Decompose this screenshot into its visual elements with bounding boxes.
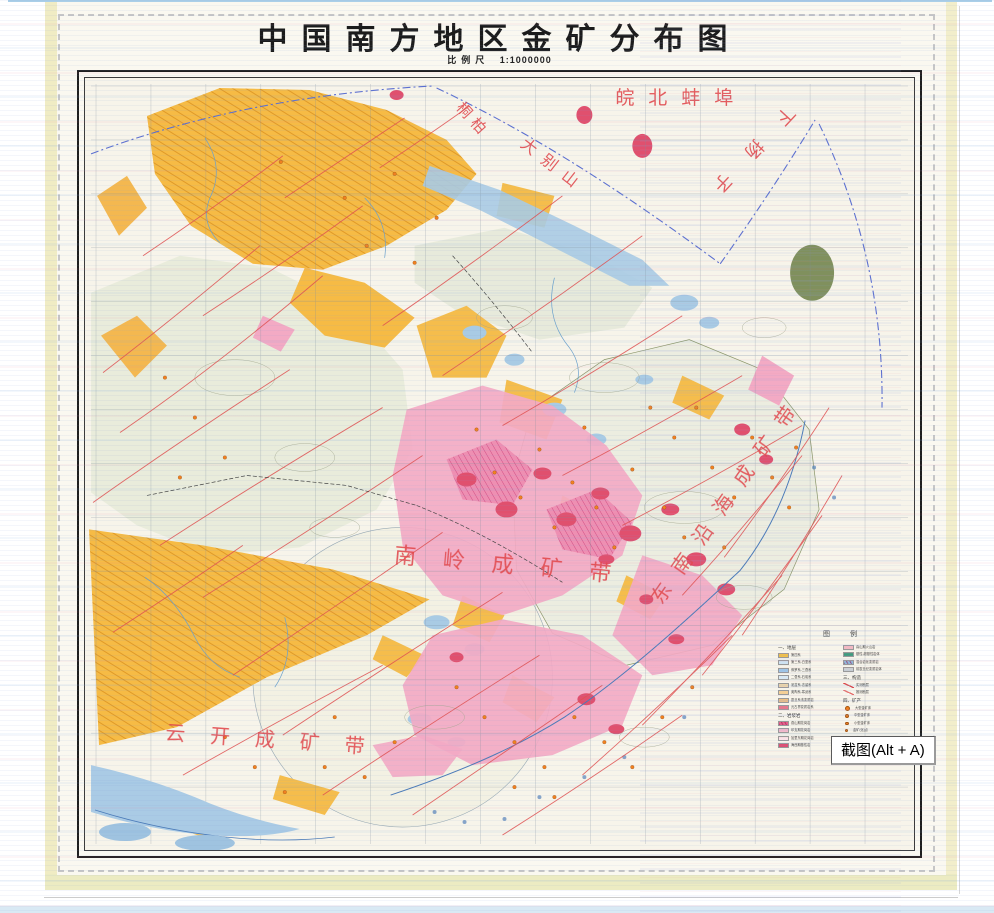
legend-item-label: 推测断层 [856, 690, 869, 695]
fault-line-symbol [843, 690, 854, 696]
gold-deposit-symbol [845, 713, 849, 718]
legend-column-right: 喜山期火山岩 基性-超基性岩体 混合岩化变质岩 前震旦纪变质岩体三、构造实测断层推测断… [843, 643, 902, 750]
legend-item: 前震旦纪变质岩体 [843, 667, 902, 674]
page-right-edge [959, 6, 960, 894]
legend-item: 加里东期花岗岩 [778, 735, 837, 742]
scan-edge-bottom [45, 874, 957, 890]
strata-color-swatch [778, 690, 789, 696]
gold-deposit-symbol [845, 729, 848, 733]
legend-item-label: 燕山期花岗岩 [791, 720, 811, 725]
label-wanbei-bengbu: 皖北蚌埠 [615, 87, 747, 109]
legend-item: 金矿(化)点 [843, 728, 902, 735]
legend-item-label: 大型金矿床 [855, 705, 872, 710]
tectonic-boundaries [90, 85, 883, 408]
legend-item: 侏罗系-三叠系 [778, 667, 837, 674]
legend-item-label: 混合岩化变质岩 [856, 659, 879, 664]
scan-edge-left [45, 2, 57, 890]
scan-edge-right [946, 2, 957, 890]
legend-item-label: 海西期基性岩 [791, 743, 811, 748]
legend-item: 第四系 [778, 652, 837, 659]
strata-color-swatch [778, 660, 789, 666]
strata-color-swatch [778, 675, 789, 681]
legend-item-label: 前震旦纪变质岩体 [856, 667, 882, 672]
coastline [91, 420, 837, 850]
legend-section-header: 二、岩浆岩 [778, 713, 801, 718]
fault-line-symbol [843, 682, 854, 688]
legend-item: 基性-超基性岩体 [843, 652, 902, 659]
legend-item-label: 震旦系浅变质岩 [791, 697, 814, 702]
legend-item-label: 基性-超基性岩体 [856, 652, 880, 657]
strata-color-swatch [843, 667, 854, 673]
legend-item-label: 金矿(化)点 [853, 728, 869, 733]
strata-color-swatch [778, 728, 789, 734]
strata-color-swatch [778, 743, 789, 749]
gold-deposit-symbol [845, 705, 850, 711]
legend-item-label: 第三系-白垩系 [791, 660, 812, 665]
ultramafic-body [790, 244, 835, 301]
legend-item: 小型金矿床 [843, 720, 902, 727]
legend-column-left: 一、地层第四系第三系-白垩系 侏罗系-三叠系 二叠系-石炭系 泥盆系-志留系 奥陶系-寒… [778, 643, 837, 750]
gold-deposit-dots [162, 159, 799, 800]
geologic-map-canvas: 皖北蚌埠 桐柏 大别山 下扬子 南岭成矿带 东南沿海成矿带 云开成矿带 [85, 78, 914, 850]
legend-item-label: 泥盆系-志留系 [791, 682, 812, 687]
legend-item: 震旦系浅变质岩 [778, 697, 837, 704]
legend-item: 实测断层 [843, 682, 902, 689]
strata-color-swatch [843, 652, 854, 658]
legend-item-label: 印支期花岗岩 [791, 728, 811, 733]
strata-color-swatch [778, 652, 789, 658]
fault-lines [92, 105, 843, 836]
legend-item: 元古界变质岩系 [778, 705, 837, 712]
legend-item: 推测断层 [843, 690, 902, 697]
page-divider-line [44, 897, 958, 898]
legend-section-header: 三、构造 [843, 675, 861, 680]
gold-deposit-symbol [845, 721, 849, 725]
strata-color-swatch [778, 705, 789, 711]
legend-section-header: 四、矿产 [843, 698, 861, 703]
legend-item: 大型金矿床 [843, 705, 902, 712]
strata-color-swatch [778, 697, 789, 703]
rivers [144, 137, 579, 688]
legend-item-label: 中型金矿床 [854, 713, 871, 718]
legend-item: 混合岩化变质岩 [843, 659, 902, 666]
legend-item: 泥盆系-志留系 [778, 682, 837, 689]
strata-color-swatch [778, 667, 789, 673]
legend-item: 中型金矿床 [843, 713, 902, 720]
legend-item: 二叠系-石炭系 [778, 675, 837, 682]
scale-value: 1:1000000 [499, 55, 552, 65]
legend-item: 第三系-白垩系 [778, 660, 837, 667]
legend-section-header: 一、地层 [778, 645, 796, 650]
strata-color-swatch [778, 720, 789, 726]
legend-item: 印支期花岗岩 [778, 728, 837, 735]
map-frame-inner [84, 77, 915, 851]
legend-item-label: 喜山期火山岩 [856, 644, 876, 649]
strata-color-swatch [843, 644, 854, 650]
legend-item-label: 第四系 [791, 652, 801, 657]
page-bottom-bar [0, 906, 994, 913]
map-scale: 比例尺 1:1000000 [77, 53, 922, 66]
legend-item: 喜山期火山岩 [843, 644, 902, 651]
legend-item-label: 奥陶系-寒武系 [791, 690, 812, 695]
legend-item-label: 实测断层 [856, 682, 869, 687]
contour-outlines [194, 305, 787, 748]
infrastructure-lines [146, 255, 563, 583]
legend-item-label: 侏罗系-三叠系 [791, 667, 812, 672]
legend-item: 奥陶系-寒武系 [778, 690, 837, 697]
page-top-border [8, 0, 992, 2]
strata-color-swatch [843, 659, 854, 665]
strata-color-swatch [778, 682, 789, 688]
screenshot-tooltip: 截图(Alt + A) [831, 736, 936, 765]
legend-item-label: 二叠系-石炭系 [791, 675, 812, 680]
legend-item-label: 元古界变质岩系 [791, 705, 814, 710]
legend-item-label: 加里东期花岗岩 [791, 735, 814, 740]
map-title: 中国南方地区金矿分布图 [257, 23, 742, 56]
strata-regions [89, 87, 835, 838]
map-frame-outer [77, 70, 922, 858]
scale-label: 比例尺 [447, 55, 490, 65]
map-legend: 图 例 一、地层第四系第三系-白垩系 侏罗系-三叠系 二叠系-石炭系 泥盆系-志留系奥… [778, 629, 902, 750]
legend-item: 海西期基性岩 [778, 743, 837, 750]
legend-item: 燕山期花岗岩 [778, 720, 837, 727]
strata-color-swatch [778, 735, 789, 741]
legend-item-label: 小型金矿床 [853, 720, 870, 725]
legend-title: 图 例 [823, 631, 866, 638]
